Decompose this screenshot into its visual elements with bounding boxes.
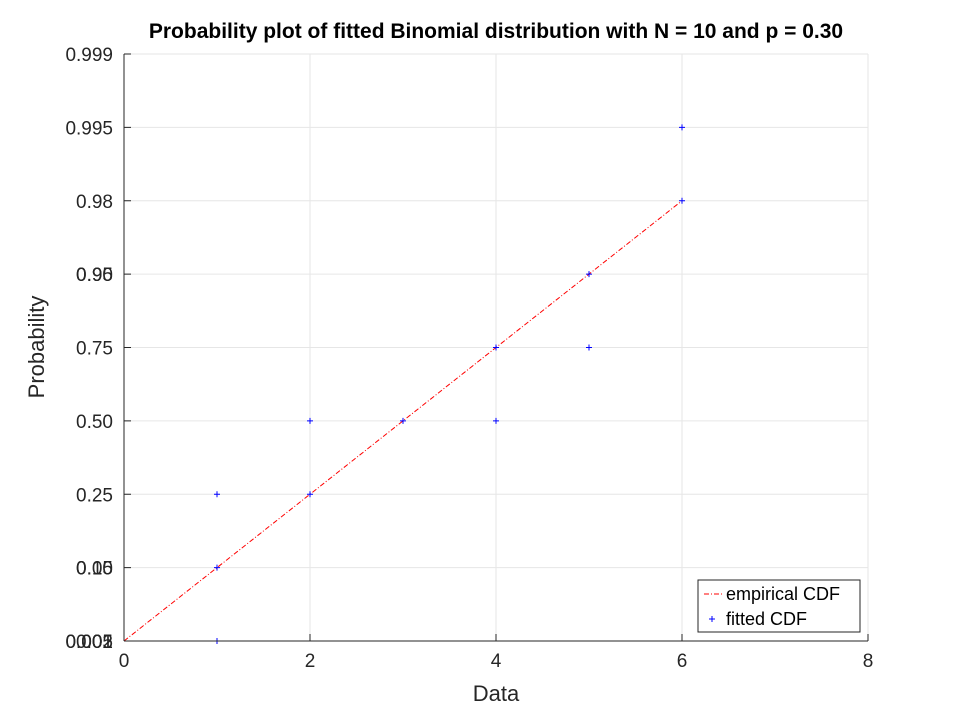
y-tick-label: 0.50 — [76, 412, 113, 433]
x-ticks: 0 2 4 6 8 — [119, 634, 874, 672]
y-tick-label: 0.25 — [76, 485, 113, 506]
y-tick-label: 0.05 — [76, 559, 113, 580]
legend-box — [697, 579, 861, 633]
fitted-cdf-point — [679, 197, 685, 204]
legend: empirical CDF fitted CDF — [697, 579, 861, 633]
legend-swatch-fitted — [709, 616, 715, 622]
legend-label-fitted: fitted CDF — [726, 609, 807, 629]
x-axis-label: Data — [473, 681, 520, 706]
fitted-cdf-point — [679, 124, 685, 131]
fitted-cdf-point — [307, 417, 313, 424]
y-tick-label: 0.10 — [76, 559, 113, 580]
y-tick-label: 0.999 — [65, 45, 113, 66]
y-tick-label: 0.98 — [76, 192, 113, 213]
legend-label-empirical: empirical CDF — [726, 584, 840, 604]
y-tick-label: 0.02 — [76, 632, 113, 653]
y-tick-label: 0.995 — [65, 118, 113, 139]
y-axis-label: Probability — [24, 296, 49, 399]
x-tick-label: 6 — [677, 651, 688, 672]
x-tick-label: 8 — [863, 651, 874, 672]
fitted-cdf-point — [307, 491, 313, 498]
y-tick-label: 0.005 — [65, 632, 113, 653]
fitted-cdf-point — [400, 417, 406, 424]
fitted-cdf-point — [586, 271, 592, 278]
y-tick-label: 0.001 — [65, 632, 113, 653]
y-ticks: 0.0010.0050.020.050.100.250.500.750.900.… — [65, 45, 131, 653]
fitted-cdf-point — [214, 491, 220, 498]
y-tick-label: 0.90 — [76, 265, 113, 286]
fitted-cdf-point — [493, 344, 499, 351]
fitted-cdf-point — [493, 417, 499, 424]
x-tick-label: 0 — [119, 651, 130, 672]
x-tick-label: 4 — [491, 651, 502, 672]
fitted-cdf-point — [586, 344, 592, 351]
x-tick-label: 2 — [305, 651, 316, 672]
chart-title: Probability plot of fitted Binomial dist… — [149, 20, 843, 43]
fitted-cdf-point — [214, 564, 220, 571]
y-tick-label: 0.95 — [76, 265, 113, 286]
y-tick-label: 0.75 — [76, 339, 113, 360]
